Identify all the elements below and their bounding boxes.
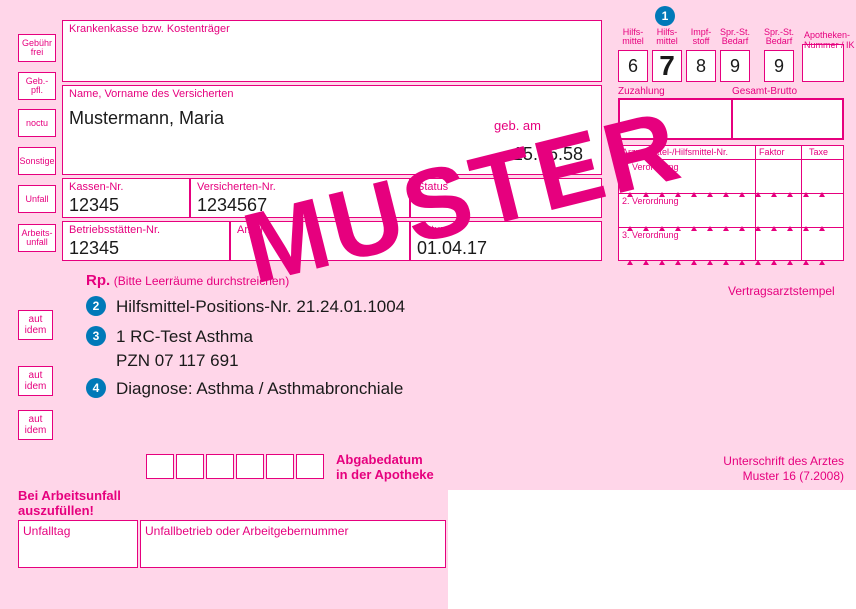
callout-3: 3: [86, 326, 106, 346]
checkbox-noctu[interactable]: noctu: [18, 109, 56, 137]
nhdr-4: Spr.-St.Bedarf: [762, 28, 796, 46]
label-kassen-nr: Kassen-Nr.: [69, 181, 123, 193]
field-datum: Datum 01.04.17: [410, 221, 602, 261]
field-unfalltag: Unfalltag: [18, 520, 138, 568]
value-datum: 01.04.17: [417, 238, 487, 259]
value-name: Mustermann, Maria: [69, 108, 224, 129]
autidem-1[interactable]: autidem: [18, 310, 53, 340]
label-versicherten-nr: Versicherten-Nr.: [197, 181, 276, 193]
rx-line-1: Hilfsmittel-Positions-Nr. 21.24.01.1004: [116, 297, 405, 317]
label-abgabedatum: Abgabedatum: [336, 452, 423, 467]
label-unterschrift: Unterschrift des Arztes: [723, 454, 844, 468]
field-betrieb-nr: Betriebsstätten-Nr. 12345: [62, 221, 230, 261]
label-muster16: Muster 16 (7.2008): [743, 469, 844, 483]
field-krankenkasse: Krankenkasse bzw. Kostenträger: [62, 20, 602, 82]
prescription-form: Gebührfrei Geb.-pfl. noctu Sonstige Unfa…: [0, 0, 856, 609]
label-zuzahlung: Zuzahlung: [618, 86, 665, 97]
field-unfallbetrieb: Unfallbetrieb oder Arbeitgebernummer: [140, 520, 446, 568]
autidem-2[interactable]: autidem: [18, 366, 53, 396]
label-bei-arbeitsunfall: Bei Arbeitsunfall: [18, 488, 121, 503]
callout-2: 2: [86, 296, 106, 316]
field-kassen-nr: Kassen-Nr. 12345: [62, 178, 190, 218]
label-abgabedatum2: in der Apotheke: [336, 467, 434, 482]
callout-4: 4: [86, 378, 106, 398]
verordnung-grid: Arzneimittel-/Hilfsmittel-Nr. Faktor Tax…: [618, 145, 844, 261]
field-arzt-nr: Arzt-Nr.: [230, 221, 410, 261]
nhdr-2: Impf-stoff: [684, 28, 718, 46]
label-gesamt-brutto: Gesamt-Brutto: [732, 86, 797, 97]
label-betrieb-nr: Betriebsstätten-Nr.: [69, 224, 160, 236]
abgabe-box-5[interactable]: [266, 454, 294, 479]
rp-line: Rp. (Bitte Leerräume durchstreichen): [86, 272, 289, 289]
vgrid-hdr3: Taxe: [809, 147, 828, 157]
nbox-2: 8: [686, 50, 716, 82]
vgrid-r1: 1. Verordnung: [622, 162, 679, 172]
value-kassen-nr: 12345: [69, 195, 119, 216]
nbox-3: 9: [720, 50, 750, 82]
field-name: Name, Vorname des Versicherten Musterman…: [62, 85, 602, 175]
label-datum: Datum: [417, 224, 449, 236]
zg-box: [618, 98, 844, 140]
white-cutout: [448, 490, 856, 609]
rp-bold: Rp.: [86, 272, 110, 289]
nhdr-1: Hilfs-mittel: [650, 28, 684, 46]
nhdr-0: Hilfs-mittel: [616, 28, 650, 46]
abgabe-box-2[interactable]: [176, 454, 204, 479]
vgrid-hdr2: Faktor: [759, 147, 785, 157]
rx-line-2: 1 RC-Test Asthma: [116, 327, 253, 347]
label-unfalltag: Unfalltag: [23, 524, 70, 538]
label-krankenkasse: Krankenkasse bzw. Kostenträger: [69, 23, 230, 35]
nbox-1: 7: [652, 50, 682, 82]
value-versicherten-nr: 1234567: [197, 195, 267, 216]
label-status: Status: [417, 181, 448, 193]
abgabe-box-1[interactable]: [146, 454, 174, 479]
value-geb: 15.06.58: [513, 144, 583, 165]
label-auszufuellen: auszufüllen!: [18, 503, 94, 518]
rx-line-4: Diagnose: Asthma / Asthmabronchiale: [116, 379, 403, 399]
label-name: Name, Vorname des Versicherten: [69, 88, 233, 100]
label-vertragsarztstempel: Vertragsarztstempel: [728, 284, 835, 298]
nbox-0: 6: [618, 50, 648, 82]
label-geb-am: geb. am: [494, 118, 541, 133]
abgabe-box-6[interactable]: [296, 454, 324, 479]
checkbox-arbeitsunfall[interactable]: Arbeits-unfall: [18, 224, 56, 252]
label-arzt-nr: Arzt-Nr.: [237, 224, 274, 236]
checkbox-sonstige[interactable]: Sonstige: [18, 147, 56, 175]
callout-1: 1: [655, 6, 675, 26]
vgrid-hdr1: Arzneimittel-/Hilfsmittel-Nr.: [622, 147, 728, 157]
abgabe-box-4[interactable]: [236, 454, 264, 479]
rx-line-3: PZN 07 117 691: [116, 351, 239, 371]
nbox-4: 9: [764, 50, 794, 82]
label-apo: Apotheken-Nummer / IK: [804, 30, 856, 50]
checkbox-unfall[interactable]: Unfall: [18, 185, 56, 213]
field-status: Status: [410, 178, 602, 218]
rp-rest: (Bitte Leerräume durchstreichen): [114, 274, 289, 288]
autidem-3[interactable]: autidem: [18, 410, 53, 440]
checkbox-geb-pfl[interactable]: Geb.-pfl.: [18, 72, 56, 100]
checkbox-gebuehr-frei[interactable]: Gebührfrei: [18, 34, 56, 62]
label-unfallbetrieb: Unfallbetrieb oder Arbeitgebernummer: [145, 524, 348, 538]
nhdr-3: Spr.-St.Bedarf: [718, 28, 752, 46]
abgabe-box-3[interactable]: [206, 454, 234, 479]
field-versicherten-nr: Versicherten-Nr. 1234567: [190, 178, 410, 218]
value-betrieb-nr: 12345: [69, 238, 119, 259]
